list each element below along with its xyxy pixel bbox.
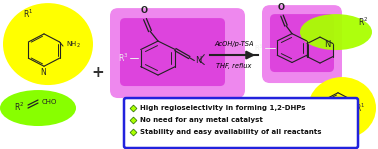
Ellipse shape: [308, 77, 376, 139]
FancyBboxPatch shape: [110, 8, 245, 98]
Text: NH$_2$: NH$_2$: [66, 40, 81, 50]
Text: R$^3$: R$^3$: [254, 42, 264, 54]
FancyBboxPatch shape: [120, 18, 225, 86]
Text: No need for any metal catalyst: No need for any metal catalyst: [140, 117, 263, 123]
Text: Stability and easy availability of all reactants: Stability and easy availability of all r…: [140, 129, 322, 135]
Text: CHO: CHO: [42, 99, 57, 105]
Ellipse shape: [0, 90, 76, 126]
Text: R$^1$: R$^1$: [23, 8, 33, 20]
Text: R$^1$: R$^1$: [355, 102, 365, 114]
FancyBboxPatch shape: [270, 14, 334, 72]
Text: N: N: [325, 40, 331, 49]
Text: N: N: [195, 56, 202, 65]
Text: AcOH/p-TSA: AcOH/p-TSA: [214, 41, 254, 47]
Text: THF, reflux: THF, reflux: [216, 63, 252, 69]
FancyBboxPatch shape: [262, 5, 342, 83]
Text: R$^2$: R$^2$: [14, 101, 24, 113]
Text: R$^2$: R$^2$: [358, 16, 368, 28]
Text: +: +: [91, 65, 104, 80]
Text: R$^3$: R$^3$: [118, 52, 128, 64]
Text: High regioselectivity in forming 1,2-DHPs: High regioselectivity in forming 1,2-DHP…: [140, 105, 305, 111]
Text: O: O: [277, 3, 285, 12]
Text: N: N: [334, 125, 340, 134]
FancyBboxPatch shape: [124, 98, 358, 148]
Text: N: N: [40, 68, 46, 77]
Text: O: O: [141, 6, 147, 15]
Ellipse shape: [3, 3, 93, 85]
Ellipse shape: [300, 14, 372, 50]
